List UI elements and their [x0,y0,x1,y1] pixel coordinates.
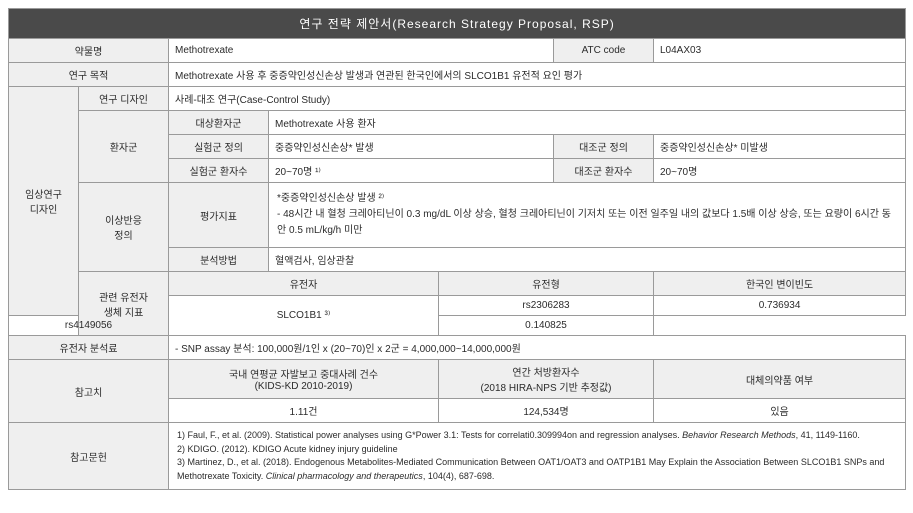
label-clinical: 임상연구 디자인 [9,87,79,316]
val-geno1: rs2306283 [439,296,654,316]
label-adr: 이상반응 정의 [79,183,169,272]
val-target: Methotrexate 사용 환자 [269,111,906,135]
label-ctrldef: 대조군 정의 [554,135,654,159]
val-cost: - SNP assay 분석: 100,000원/1인 x (20~70)인 x… [169,336,906,360]
label-expn: 실험군 환자수 [169,159,269,183]
val-eval: *중증약인성신손상 발생 ²⁾ - 48시간 내 혈청 크레아티닌이 0.3 m… [269,183,906,248]
doc-title: 연구 전략 제안서(Research Strategy Proposal, RS… [9,9,906,39]
label-domcases: 국내 연평균 자발보고 중대사례 건수 (KIDS-KD 2010-2019) [169,360,439,399]
val-freq1: 0.736934 [654,296,906,316]
val-freq2: 0.140825 [439,316,654,336]
val-purpose: Methotrexate 사용 후 중증약인성신손상 발생과 연관된 한국인에서… [169,63,906,87]
label-annual: 연간 처방환자수 (2018 HIRA-NPS 기반 추정값) [439,360,654,399]
val-study: 사례-대조 연구(Case-Control Study) [169,87,906,111]
ref-2: 2) KDIGO. (2012). KDIGO Acute kidney inj… [177,443,897,457]
val-alt: 있음 [654,399,906,423]
val-expdef: 중증약인성신손상* 발생 [269,135,554,159]
val-gene: SLCO1B1 ³⁾ [169,296,439,336]
label-purpose: 연구 목적 [9,63,169,87]
ref-3: 3) Martinez, D., et al. (2018). Endogeno… [177,456,897,483]
val-ctrldef: 중증약인성신손상* 미발생 [654,135,906,159]
label-alt: 대체의약품 여부 [654,360,906,399]
label-target: 대상환자군 [169,111,269,135]
label-ctrln: 대조군 환자수 [554,159,654,183]
label-eval: 평가지표 [169,183,269,248]
val-geno2: rs4149056 [9,316,169,336]
label-ref: 참고치 [9,360,169,423]
label-freq: 한국인 변이빈도 [654,272,906,296]
references-cell: 1) Faul, F., et al. (2009). Statistical … [169,423,906,490]
label-gene: 유전자 [169,272,439,296]
label-drug: 약물명 [9,39,169,63]
label-method: 분석방법 [169,248,269,272]
val-ctrln: 20~70명 [654,159,906,183]
label-patient: 환자군 [79,111,169,183]
rsp-table: 연구 전략 제안서(Research Strategy Proposal, RS… [8,8,906,490]
val-method: 혈액검사, 임상관찰 [269,248,906,272]
label-cost: 유전자 분석료 [9,336,169,360]
label-expdef: 실험군 정의 [169,135,269,159]
label-genotype: 유전형 [439,272,654,296]
val-drug: Methotrexate [169,39,554,63]
val-expn: 20~70명 ¹⁾ [269,159,554,183]
val-annual: 124,534명 [439,399,654,423]
val-domcases: 1.11건 [169,399,439,423]
label-study: 연구 디자인 [79,87,169,111]
ref-1: 1) Faul, F., et al. (2009). Statistical … [177,429,897,443]
val-atc: L04AX03 [654,39,906,63]
label-refs: 참고문헌 [9,423,169,490]
label-atc: ATC code [554,39,654,63]
